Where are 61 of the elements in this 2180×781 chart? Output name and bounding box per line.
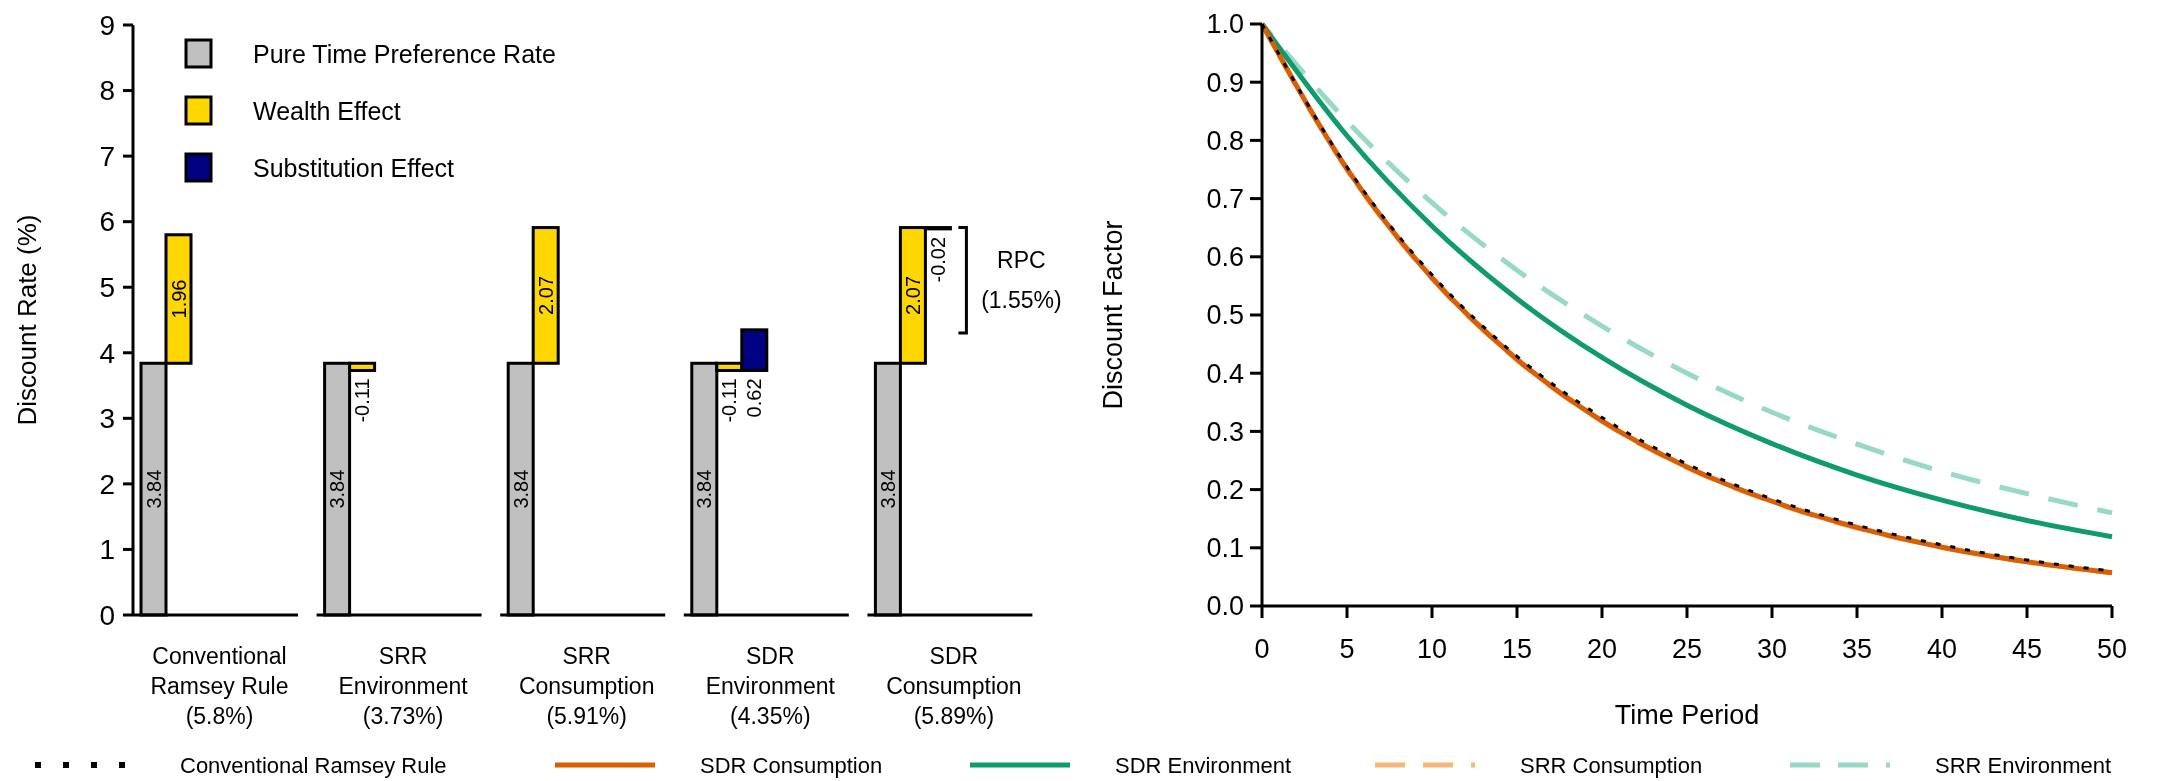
y-tick-label: 5 bbox=[99, 272, 115, 304]
data-label: 3.84 bbox=[509, 469, 532, 509]
y-tick-label: 7 bbox=[99, 140, 115, 172]
x-tick-label: 10 bbox=[1416, 634, 1448, 664]
x-tick-label: SDR Environment (4.35%) bbox=[705, 643, 836, 729]
y-axis-title: Discount Rate (%) bbox=[12, 214, 42, 426]
y-tick-label: 0.5 bbox=[1206, 300, 1244, 331]
data-label: -0.11 bbox=[351, 378, 374, 423]
y-tick-label: 0.0 bbox=[1206, 591, 1244, 622]
y-tick-label: 0.3 bbox=[1206, 416, 1244, 447]
data-label: 1.96 bbox=[167, 279, 190, 319]
data-label: 2.07 bbox=[534, 275, 557, 315]
legend-label: SRR Environment bbox=[1935, 752, 2112, 778]
data-label: -0.11 bbox=[718, 378, 741, 423]
y-tick-label: 4 bbox=[99, 337, 115, 369]
legend-label: SRR Consumption bbox=[1520, 752, 1703, 778]
x-tick-label: 25 bbox=[1671, 634, 1703, 664]
x-tick-label: 20 bbox=[1586, 634, 1618, 664]
y-tick-label: 0 bbox=[99, 599, 115, 631]
data-label: 3.84 bbox=[142, 469, 165, 509]
x-tick-label: 0 bbox=[1254, 634, 1270, 664]
legend-label: Wealth Effect bbox=[253, 96, 401, 125]
data-label: 3.84 bbox=[326, 469, 349, 509]
y-tick-label: 1.0 bbox=[1206, 9, 1244, 40]
y-axis-title: Discount Factor bbox=[1098, 220, 1128, 410]
data-label: 3.84 bbox=[876, 469, 899, 509]
legend-label: SDR Environment bbox=[1115, 752, 1292, 778]
y-tick-label: 0.2 bbox=[1206, 475, 1244, 506]
annotation: RPC (1.55%) bbox=[981, 246, 1062, 313]
x-tick-label: 35 bbox=[1841, 634, 1873, 664]
y-tick-label: 0.9 bbox=[1206, 67, 1244, 98]
x-tick-label: SDR Consumption (5.89%) bbox=[886, 643, 1022, 729]
y-tick-label: 1 bbox=[99, 534, 115, 566]
y-tick-label: 0.1 bbox=[1206, 533, 1244, 564]
y-tick-label: 9 bbox=[99, 9, 115, 41]
x-tick-label: 5 bbox=[1339, 634, 1355, 664]
x-tick-label: SRR Environment (3.73%) bbox=[338, 643, 469, 729]
y-tick-label: 0.6 bbox=[1206, 242, 1244, 273]
y-tick-label: 0.8 bbox=[1206, 125, 1244, 156]
x-tick-label: 30 bbox=[1756, 634, 1788, 664]
x-tick-label: Conventional Ramsey Rule (5.8%) bbox=[150, 643, 289, 729]
y-tick-label: 0.7 bbox=[1206, 184, 1244, 215]
legend-label: Conventional Ramsey Rule bbox=[180, 752, 447, 778]
data-label: -0.02 bbox=[926, 236, 949, 283]
x-axis-title: Time Period bbox=[1614, 700, 1760, 730]
y-tick-label: 3 bbox=[99, 403, 115, 435]
data-label: 0.62 bbox=[743, 378, 766, 418]
x-tick-label: 40 bbox=[1926, 634, 1958, 664]
data-label: 2.07 bbox=[901, 275, 924, 315]
x-tick-label: 50 bbox=[2096, 634, 2128, 664]
x-tick-label: 15 bbox=[1501, 634, 1533, 664]
x-tick-label: SRR Consumption (5.91%) bbox=[518, 643, 655, 729]
y-tick-label: 6 bbox=[99, 206, 115, 238]
y-tick-label: 0.4 bbox=[1206, 358, 1244, 389]
y-tick-label: 8 bbox=[99, 75, 115, 107]
y-tick-label: 2 bbox=[99, 468, 115, 500]
data-label: 3.84 bbox=[693, 469, 716, 509]
legend-label: Substitution Effect bbox=[253, 153, 455, 182]
legend-label: SDR Consumption bbox=[700, 752, 883, 778]
legend-label: Pure Time Preference Rate bbox=[253, 39, 556, 68]
x-tick-label: 45 bbox=[2011, 634, 2043, 664]
